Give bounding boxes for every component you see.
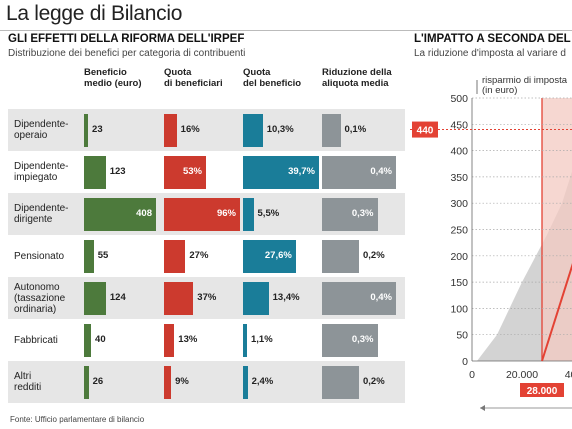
y-axis-title: (in euro) (482, 85, 517, 96)
bar-3 (322, 281, 396, 315)
value-label: 2,4% (251, 376, 274, 387)
row-label: Autonomo (tassazione ordinaria) (14, 281, 66, 315)
x-tick-label: 40. (565, 369, 572, 381)
benefits-table-chart: Beneficio medio (euro) Quota di beneficia… (8, 67, 405, 403)
y-tick-label: 450 (450, 119, 468, 131)
bar-2 (243, 365, 248, 399)
value-label: 39,7% (288, 166, 315, 177)
value-label: 26 (92, 376, 104, 387)
row-label: Dipendente- impiegato (14, 161, 69, 183)
value-label: 9% (175, 376, 189, 387)
impact-line-chart: 0 50 100 150 200 250 300 350 400 450 500 0 20.000 40.… (410, 75, 572, 411)
bar-0 (84, 323, 92, 357)
y-tick-label: 100 (450, 303, 468, 315)
bar-2 (243, 323, 247, 357)
y-tick-label: 200 (450, 251, 468, 263)
bar-3 (322, 365, 359, 399)
row-label: Pensionato (14, 250, 65, 262)
y-axis-title: risparmio di imposta (482, 75, 568, 86)
value-label: 27,6% (264, 250, 292, 261)
source-note: Fonte: Ufficio parlamentare di bilancio (10, 415, 145, 424)
bar-0 (84, 281, 106, 315)
value-label: 10,3% (266, 124, 294, 135)
value-label: 23 (92, 124, 103, 135)
page-title: La legge di Bilancio (6, 2, 183, 25)
value-label: 0,2% (363, 250, 385, 261)
value-label: 123 (109, 166, 126, 177)
bar-1 (164, 113, 177, 147)
value-label: 0,3% (351, 208, 374, 219)
value-label: 0,2% (363, 376, 385, 387)
y-tick-label: 250 (450, 225, 468, 237)
bar-2 (243, 113, 263, 147)
column-header: Riduzione della aliquota media (322, 67, 392, 89)
x-annotation-box (520, 383, 564, 397)
bar-0 (84, 113, 89, 147)
value-label: 13,4% (272, 292, 300, 303)
y-tick-label: 50 (456, 330, 468, 342)
value-label: 40 (95, 334, 106, 345)
bar-1 (164, 239, 186, 273)
x-tick-label: 20.000 (506, 369, 538, 381)
y-tick-label: 0 (462, 356, 468, 368)
y-tick-label: 350 (450, 172, 468, 184)
row-label: Altri redditi (14, 371, 42, 393)
bar-1 (164, 155, 206, 189)
column-header: Beneficio medio (euro) (84, 67, 142, 89)
bar-3 (322, 239, 359, 273)
value-label: 55 (97, 250, 109, 261)
bar-1 (164, 197, 240, 231)
value-label: 1,1% (251, 334, 273, 345)
row-label: Dipendente- operaio (14, 119, 69, 141)
bar-0 (84, 365, 89, 399)
value-label: 124 (109, 292, 126, 303)
row-label: Dipendente- dirigente (14, 203, 69, 225)
bar-1 (164, 323, 175, 357)
bar-3 (322, 323, 378, 357)
value-label: 53% (182, 166, 202, 177)
bar-3 (322, 155, 396, 189)
y-annotation-label: 440 (417, 126, 434, 137)
value-label: 37% (197, 292, 217, 303)
row-label: Fabbricati (14, 334, 58, 346)
y-annotation-box (412, 121, 438, 138)
bar-2 (243, 197, 254, 231)
left-chart-title: GLI EFFETTI DELLA RIFORMA DELL'IRPEF (8, 33, 245, 45)
column-header: Quota di beneficiari (164, 67, 223, 89)
value-label: 5,5% (257, 208, 280, 219)
y-tick-label: 400 (450, 146, 468, 158)
bar-2 (243, 155, 319, 189)
value-label: 13% (178, 334, 198, 345)
series-line (541, 263, 572, 362)
x-annotation-label: 28.000 (527, 386, 558, 397)
bar-3 (322, 197, 378, 231)
value-label: 96% (216, 208, 236, 219)
right-chart-subtitle: La riduzione d'imposta al variare d (414, 48, 566, 59)
y-tick-label: 150 (450, 277, 468, 289)
bar-1 (164, 365, 172, 399)
value-label: 0,4% (370, 166, 392, 177)
bar-1 (164, 281, 194, 315)
y-tick-label: 300 (450, 198, 468, 210)
value-label: 27% (189, 250, 209, 261)
value-label: 0,1% (344, 124, 367, 135)
value-label: 0,4% (370, 292, 392, 303)
x-tick-label: 0 (469, 369, 475, 381)
y-tick-label: 500 (450, 93, 468, 105)
bar-2 (243, 239, 296, 273)
bar-0 (84, 239, 94, 273)
value-label: 16% (180, 124, 200, 135)
title-divider (0, 30, 572, 31)
bar-0 (84, 197, 156, 231)
right-chart-title: L'IMPATTO A SECONDA DEL R (414, 33, 572, 45)
column-header: Quota del beneficio (243, 67, 302, 89)
value-label: 0,3% (351, 334, 374, 345)
arrow-head (480, 405, 485, 411)
bar-0 (84, 155, 106, 189)
left-chart-subtitle: Distribuzione dei benefici per categoria… (8, 48, 246, 59)
bar-3 (322, 113, 341, 147)
value-label: 408 (136, 208, 152, 219)
bar-2 (243, 281, 269, 315)
